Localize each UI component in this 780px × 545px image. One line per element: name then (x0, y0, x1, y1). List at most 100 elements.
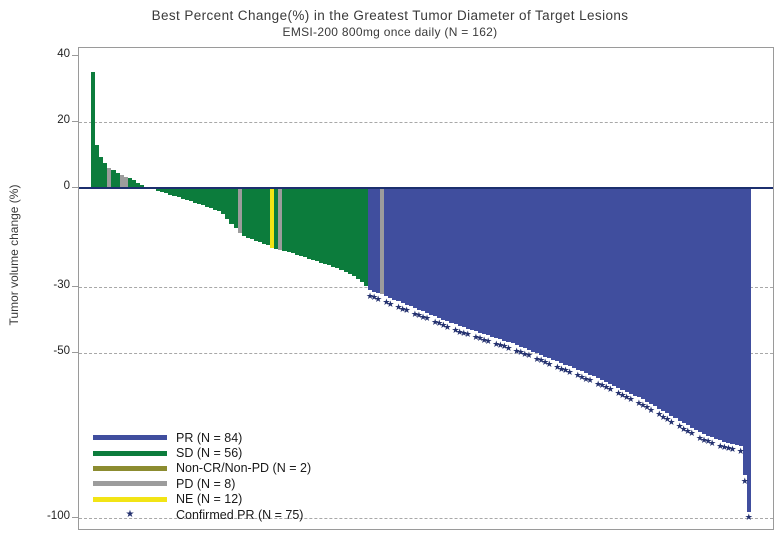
confirmed-pr-star-marker: ★ (626, 394, 635, 405)
bar (200, 188, 206, 206)
bar (547, 188, 552, 359)
bar (567, 188, 572, 367)
bar (473, 188, 479, 332)
bar (734, 188, 739, 445)
zero-line (79, 187, 773, 190)
bar (620, 188, 625, 390)
bar (498, 188, 503, 340)
confirmed-pr-star-marker: ★ (382, 296, 391, 307)
confirmed-pr-star-marker: ★ (480, 334, 489, 345)
bar (302, 188, 307, 258)
confirmed-pr-star-marker: ★ (581, 373, 590, 384)
confirmed-pr-star-marker: ★ (687, 428, 696, 439)
bar (701, 188, 707, 435)
bar (685, 188, 690, 426)
confirmed-pr-star-marker: ★ (504, 342, 513, 353)
bar (123, 176, 128, 189)
y-tick-label: 20 (57, 114, 70, 126)
bar (294, 188, 299, 255)
confirmed-pr-star-marker: ★ (455, 326, 464, 337)
y-tick-mark (72, 352, 78, 354)
bar (310, 188, 316, 261)
confirmed-pr-star-marker: ★ (496, 339, 505, 350)
bar (245, 188, 250, 238)
confirmed-pr-star-marker: ★ (451, 325, 460, 335)
legend-item-pr: PR (N = 84) (93, 430, 311, 445)
bar (514, 188, 519, 345)
bar (327, 188, 332, 266)
bar (563, 188, 568, 365)
bar (347, 188, 352, 274)
bar (559, 188, 564, 364)
confirmed-pr-star-marker: ★ (374, 293, 383, 304)
bar (343, 188, 348, 272)
legend: PR (N = 84) SD (N = 56) Non-CR/Non-PD (N =… (93, 430, 311, 522)
confirmed-pr-star-marker: ★ (683, 425, 692, 436)
confirmed-pr-star-marker: ★ (638, 400, 647, 410)
bar (461, 188, 466, 328)
bar (644, 188, 650, 402)
y-tick-label: 40 (57, 47, 70, 60)
confirmed-pr-star-marker: ★ (386, 298, 395, 309)
bar (400, 188, 405, 304)
confirmed-pr-star-marker: ★ (423, 313, 432, 324)
bar (543, 188, 548, 357)
confirmed-pr-star-marker: ★ (537, 355, 546, 366)
confirmed-pr-star-marker: ★ (659, 411, 668, 422)
confirmed-pr-star-marker: ★ (398, 303, 407, 314)
bar (209, 188, 214, 208)
confirmed-pr-star-marker: ★ (704, 436, 713, 447)
bar (229, 188, 234, 224)
bar (164, 188, 169, 194)
bar (339, 188, 344, 270)
confirmed-pr-star-marker: ★ (618, 390, 627, 401)
bar (429, 188, 434, 315)
bar (278, 188, 283, 250)
bar (257, 188, 263, 243)
bar (359, 188, 364, 283)
confirmed-pr-star-marker: ★ (431, 316, 440, 327)
bar (184, 188, 189, 200)
bar (160, 188, 165, 193)
bar (221, 188, 226, 215)
confirmed-pr-star-marker: ★ (716, 441, 725, 451)
legend-swatch (93, 465, 167, 471)
confirmed-pr-star-marker: ★ (435, 318, 444, 329)
bar (624, 188, 629, 392)
bar (168, 188, 173, 195)
legend-label: SD (N = 56) (176, 446, 243, 461)
bar (640, 188, 646, 400)
bar (205, 188, 210, 207)
bar (380, 188, 385, 295)
confirmed-pr-star-marker: ★ (622, 392, 631, 403)
bar (420, 188, 426, 312)
bar (323, 188, 328, 265)
confirmed-pr-star-marker: ★ (492, 338, 501, 349)
bar (262, 188, 267, 244)
confirmed-pr-star-marker: ★ (728, 444, 737, 455)
bar (518, 188, 523, 347)
bar (404, 188, 409, 305)
bar (722, 188, 727, 442)
y-tick-mark (72, 54, 78, 56)
confirmed-pr-star-marker: ★ (471, 331, 480, 342)
y-tick-label: -30 (53, 279, 70, 292)
bar (445, 188, 450, 322)
bar (649, 188, 654, 405)
confirmed-pr-star-marker: ★ (695, 432, 704, 443)
bar (555, 188, 560, 362)
legend-item-sd: SD (N = 56) (93, 445, 311, 460)
bar (689, 188, 694, 428)
bar (530, 188, 536, 352)
y-tick-label: -50 (53, 345, 70, 358)
bar (408, 188, 413, 307)
bar (286, 188, 291, 253)
bar (355, 188, 360, 279)
confirmed-pr-star-marker: ★ (614, 388, 623, 399)
bar (579, 188, 584, 372)
confirmed-pr-star-marker: ★ (410, 308, 419, 319)
legend-label: PR (N = 84) (176, 430, 243, 445)
bar (494, 188, 499, 339)
bar (91, 72, 96, 188)
bar (331, 188, 336, 267)
